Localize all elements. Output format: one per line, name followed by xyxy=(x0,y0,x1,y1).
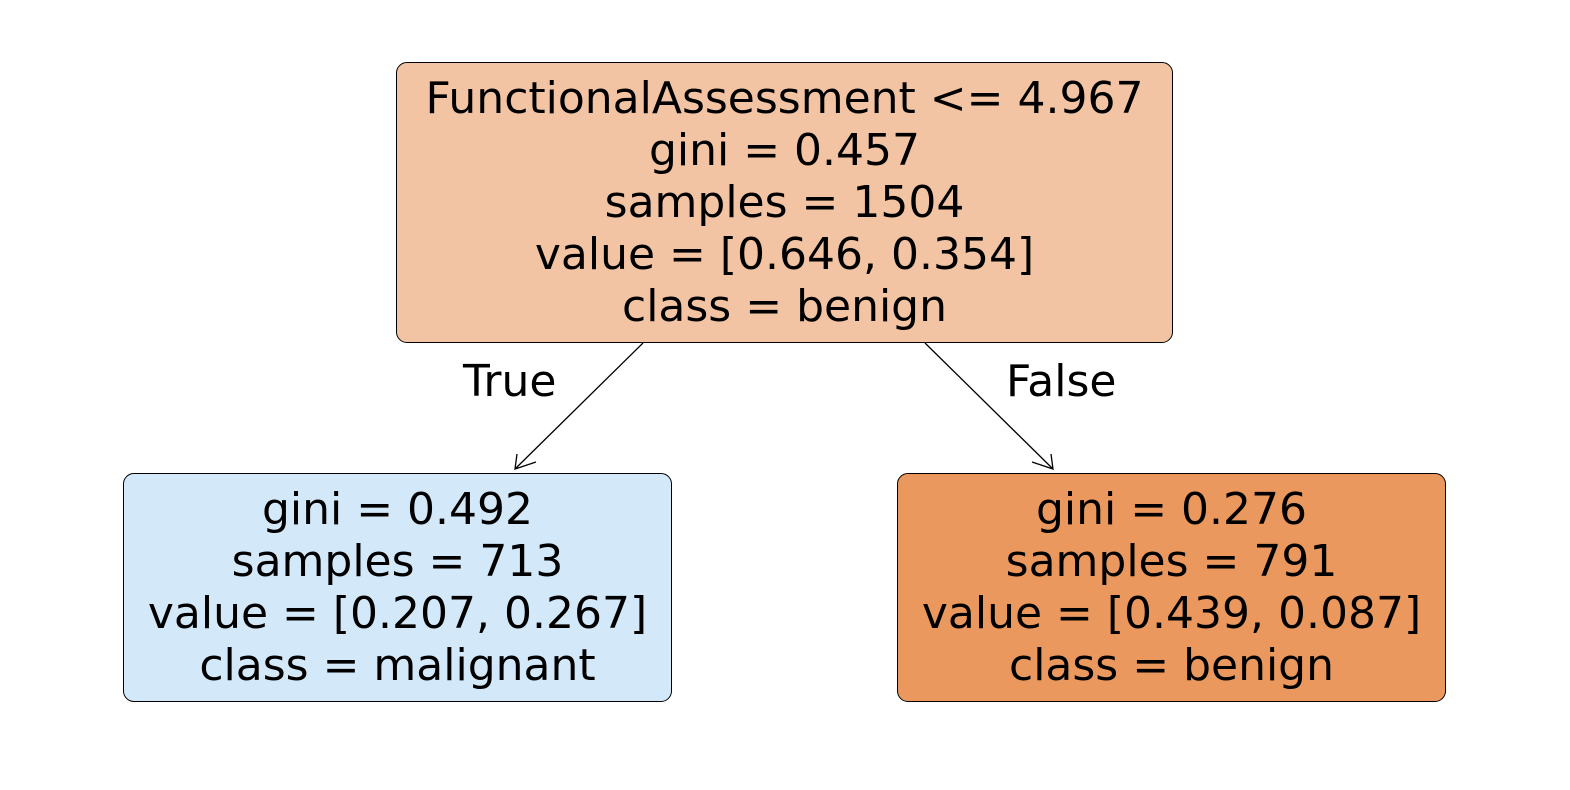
right-value: value = [0.439, 0.087] xyxy=(921,587,1422,639)
right-leaf-node: gini = 0.276 samples = 791 value = [0.43… xyxy=(897,473,1446,702)
edge-false xyxy=(924,342,1054,470)
left-samples: samples = 713 xyxy=(231,535,564,587)
root-samples: samples = 1504 xyxy=(604,176,965,228)
left-gini: gini = 0.492 xyxy=(261,483,534,535)
edge-true xyxy=(514,342,644,470)
false-edge-label: False xyxy=(1006,356,1117,407)
true-edge-label: True xyxy=(463,356,557,407)
right-class: class = benign xyxy=(1009,639,1334,691)
root-value: value = [0.646, 0.354] xyxy=(534,228,1035,280)
root-node: FunctionalAssessment <= 4.967 gini = 0.4… xyxy=(396,62,1173,343)
root-gini: gini = 0.457 xyxy=(648,124,921,176)
right-gini: gini = 0.276 xyxy=(1035,483,1308,535)
left-class: class = malignant xyxy=(199,639,596,691)
root-class: class = benign xyxy=(622,280,947,332)
left-leaf-node: gini = 0.492 samples = 713 value = [0.20… xyxy=(123,473,672,702)
arrowhead-false xyxy=(1031,453,1054,470)
right-samples: samples = 791 xyxy=(1005,535,1338,587)
left-value: value = [0.207, 0.267] xyxy=(147,587,648,639)
root-split: FunctionalAssessment <= 4.967 xyxy=(425,72,1144,124)
arrowhead-true xyxy=(514,453,537,470)
